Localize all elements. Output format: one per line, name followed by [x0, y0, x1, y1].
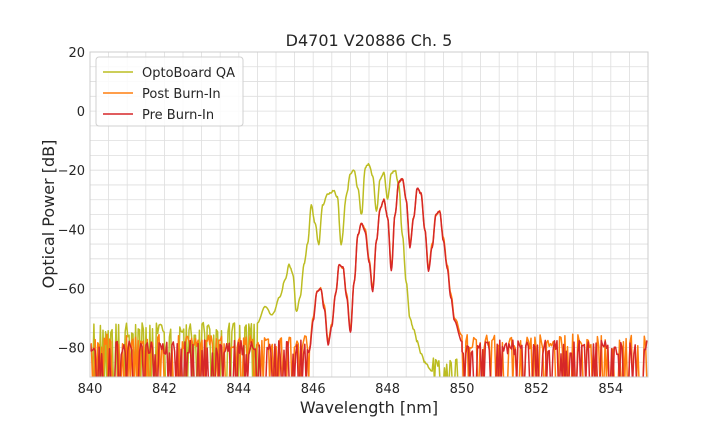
y-tick-label: −60 [58, 282, 85, 297]
legend: OptoBoard QA Post Burn-In Pre Burn-In [95, 56, 244, 127]
x-tick-label: 852 [524, 382, 549, 397]
legend-box [95, 56, 244, 127]
legend-entry: Post Burn-In [142, 87, 221, 102]
chart-title: D4701 V20886 Ch. 5 [286, 31, 453, 50]
y-tick-label: −80 [58, 341, 85, 356]
y-tick-label: 20 [68, 46, 85, 61]
x-axis-label: Wavelength [nm] [300, 398, 438, 417]
plot-frame [89, 51, 649, 378]
x-tick-label: 840 [78, 382, 103, 397]
x-tick-label: 842 [152, 382, 177, 397]
x-tick-label: 854 [598, 382, 623, 397]
series-line-optoboard-qa [91, 162, 459, 377]
x-tick-label: 850 [450, 382, 475, 397]
x-tick-label: 848 [375, 382, 400, 397]
x-tick-label: 846 [301, 382, 326, 397]
series-line-pre-burn-in [90, 178, 648, 377]
legend-entry: OptoBoard QA [142, 66, 235, 81]
y-tick-label: −20 [58, 164, 85, 179]
x-tick-label: 844 [226, 382, 251, 397]
legend-entry: Pre Burn-In [142, 108, 214, 123]
y-ticks: −80 −60 −40 −20 0 20 [58, 46, 85, 356]
y-tick-label: −40 [58, 223, 85, 238]
x-ticks: 840 842 844 846 848 850 852 854 [78, 382, 624, 397]
y-axis-label: Optical Power [dB] [39, 140, 58, 289]
y-tick-label: 0 [77, 105, 85, 120]
